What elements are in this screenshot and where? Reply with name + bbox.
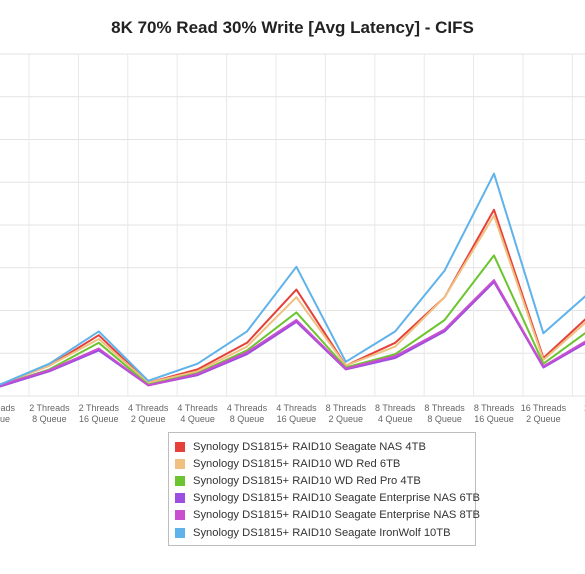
legend-item[interactable]: Synology DS1815+ RAID10 Seagate Enterpri… xyxy=(175,490,480,507)
legend-item[interactable]: Synology DS1815+ RAID10 Seagate IronWolf… xyxy=(175,524,475,541)
x-tick-label: 16 Queue xyxy=(277,414,317,424)
x-tick-label: 4 Threads xyxy=(128,403,169,413)
legend-item[interactable]: Synology DS1815+ RAID10 WD Red Pro 4TB xyxy=(175,472,475,489)
x-tick-label: 4 Queue xyxy=(180,414,215,424)
x-tick-label: 8 Threads xyxy=(424,403,465,413)
series-line-3 xyxy=(0,281,585,388)
chart-title: 8K 70% Read 30% Write [Avg Latency] - CI… xyxy=(111,18,474,37)
legend-label: Synology DS1815+ RAID10 WD Red Pro 4TB xyxy=(193,474,421,487)
x-tick-label: 8 Threads xyxy=(326,403,367,413)
x-tick-label: 16 T xyxy=(584,403,585,413)
series-line-2 xyxy=(0,254,585,387)
series-layer xyxy=(0,172,585,388)
series-line-0 xyxy=(0,208,585,386)
x-tick-label: 2 Queue xyxy=(329,414,364,424)
x-tick-label: 16 Queue xyxy=(474,414,514,424)
x-tick-label: ueue xyxy=(0,414,10,424)
x-tick-label: 4 Threads xyxy=(276,403,317,413)
legend-swatch xyxy=(175,458,185,469)
x-tick-label: threads xyxy=(0,403,16,413)
series-line-5 xyxy=(0,172,585,386)
x-tick-label: 4 Threads xyxy=(227,403,268,413)
legend-swatch xyxy=(175,441,185,452)
x-tick-label: 2 Threads xyxy=(79,403,120,413)
legend-swatch xyxy=(175,527,185,538)
x-tick-label: 8 Queue xyxy=(32,414,67,424)
legend-label: Synology DS1815+ RAID10 WD Red 6TB xyxy=(193,457,401,470)
legend-label: Synology DS1815+ RAID10 Seagate Enterpri… xyxy=(193,509,480,522)
x-tick-label: 4 Threads xyxy=(177,403,218,413)
series-line-1 xyxy=(0,214,585,386)
x-tick-label: 4 Queue xyxy=(378,414,413,424)
x-tick-label: 16 Threads xyxy=(521,403,567,413)
x-tick-label: 8 Threads xyxy=(375,403,416,413)
x-tick-label: 8 Threads xyxy=(474,403,515,413)
series-line-4 xyxy=(0,279,585,387)
legend-item[interactable]: Synology DS1815+ RAID10 Seagate NAS 4TB xyxy=(175,438,475,455)
x-tick-label: 2 Threads xyxy=(29,403,70,413)
x-tick-label: 16 Queue xyxy=(79,414,119,424)
legend-swatch xyxy=(175,475,185,486)
legend-swatch xyxy=(175,493,185,504)
legend-item[interactable]: Synology DS1815+ RAID10 Seagate Enterpri… xyxy=(175,507,480,524)
x-tick-label: 2 Queue xyxy=(131,414,166,424)
chart-legend: Synology DS1815+ RAID10 Seagate NAS 4TB S… xyxy=(168,432,480,546)
x-tick-label: 8 Queue xyxy=(427,414,462,424)
legend-item[interactable]: Synology DS1815+ RAID10 WD Red 6TB xyxy=(175,455,475,472)
legend-label: Synology DS1815+ RAID10 Seagate NAS 4TB xyxy=(193,440,426,453)
legend-swatch xyxy=(175,510,185,521)
legend-label: Synology DS1815+ RAID10 Seagate Enterpri… xyxy=(193,492,480,505)
legend-label: Synology DS1815+ RAID10 Seagate IronWolf… xyxy=(193,526,451,539)
x-tick-label: 2 Queue xyxy=(526,414,561,424)
x-tick-label: 8 Queue xyxy=(230,414,265,424)
